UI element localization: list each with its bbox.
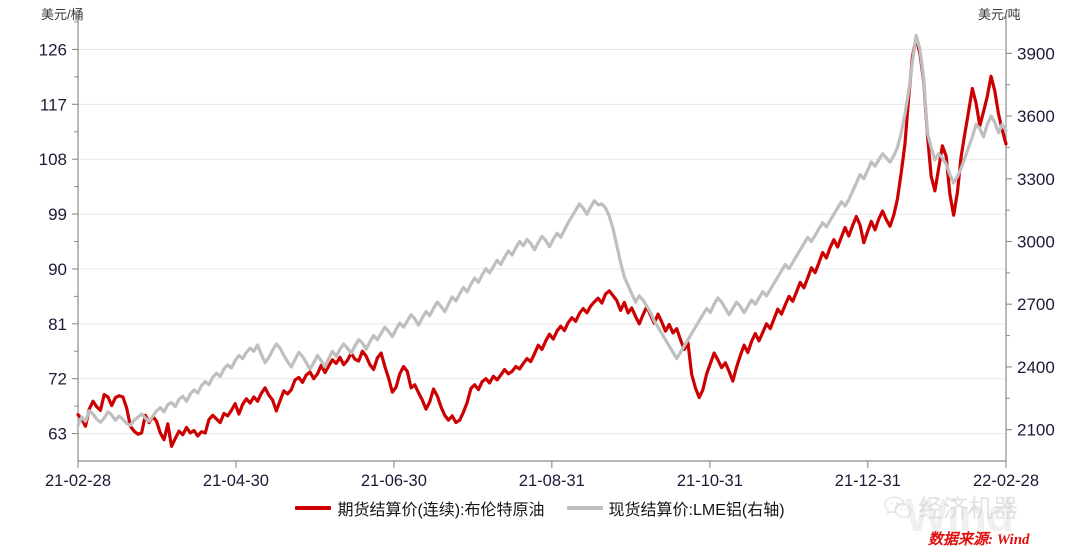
x-axis-tick-label: 21-08-31 (519, 472, 585, 490)
legend-swatch-brent (295, 506, 332, 510)
left-axis-unit-label: 美元/桶 (41, 7, 84, 22)
gridlines-group (78, 48, 1006, 435)
y-axis-right-tick-label: 2700 (1017, 295, 1055, 314)
y-axis-left-tick-label: 90 (48, 260, 67, 279)
y-axis-left-tick-label: 81 (48, 315, 67, 334)
y-axis-right-tick-label: 3900 (1017, 44, 1055, 63)
wind-watermark: Wind (905, 489, 1014, 541)
series-group (76, 33, 1008, 448)
x-axis-tick-label: 21-04-30 (203, 472, 269, 490)
y-axis-right-tick-label: 3000 (1017, 233, 1055, 252)
wechat-icon (884, 496, 912, 519)
legend-item-brent[interactable]: 期货结算价(连续):布伦特原油 (295, 496, 545, 520)
y-axis-right-tick-label: 3300 (1017, 170, 1055, 189)
legend-item-aluminium[interactable]: 现货结算价:LME铝(右轴) (566, 496, 785, 520)
series-line-aluminium (76, 33, 1008, 428)
y-axis-left-tick-label: 117 (40, 95, 67, 114)
axes-group (72, 14, 1012, 468)
axis-labels-group: 126 117 108 99 90 81 72 63 3900 3600 3300 3000 2700 2… (39, 40, 1055, 490)
y-axis-right-tick-label: 2400 (1017, 358, 1055, 377)
wechat-watermark: 经济机器 (884, 489, 1018, 525)
x-axis-tick-label: 21-06-30 (361, 472, 427, 490)
legend-swatch-aluminium (566, 506, 603, 510)
data-source-note: 数据来源: Wind (928, 532, 1030, 548)
y-axis-left-tick-label: 126 (39, 40, 67, 59)
x-axis-tick-label: 21-02-28 (45, 472, 111, 490)
x-axis-tick-label: 21-10-31 (677, 472, 743, 490)
series-line-brent (76, 36, 1008, 448)
y-axis-left-tick-label: 108 (39, 150, 67, 169)
y-axis-right-tick-label: 2100 (1017, 421, 1055, 440)
y-axis-left-tick-label: 72 (48, 370, 67, 389)
legend-label-aluminium: 现货结算价:LME铝(右轴) (608, 502, 785, 519)
right-axis-unit-label: 美元/吨 (978, 7, 1021, 22)
x-axis-tick-label: 22-02-28 (973, 472, 1039, 490)
legend-label-brent: 期货结算价(连续):布伦特原油 (337, 502, 545, 519)
wechat-account-name: 经济机器 (918, 494, 1019, 523)
x-axis-tick-label: 21-12-31 (835, 472, 901, 490)
y-axis-right-tick-label: 3600 (1017, 107, 1055, 126)
y-axis-left-tick-label: 99 (48, 205, 67, 224)
chart-legend: 期货结算价(连续):布伦特原油 现货结算价:LME铝(右轴) (0, 496, 1080, 520)
y-axis-left-tick-label: 63 (48, 425, 67, 444)
